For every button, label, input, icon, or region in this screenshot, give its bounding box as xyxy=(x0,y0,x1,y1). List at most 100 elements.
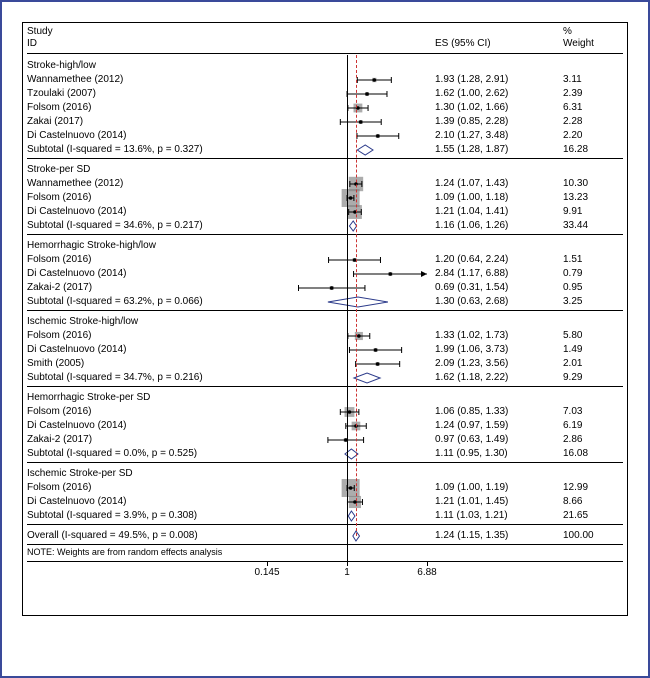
es-ci: 2.10 (1.27, 3.48) xyxy=(435,129,555,143)
subtotal-label: Subtotal (I-squared = 34.7%, p = 0.216) xyxy=(27,371,267,385)
tick xyxy=(427,561,428,566)
weight: 6.31 xyxy=(563,101,619,115)
es-ci: 1.62 (1.00, 2.62) xyxy=(435,87,555,101)
weight: 5.80 xyxy=(563,329,619,343)
group-title: Hemorrhagic Stroke-per SD xyxy=(23,391,627,405)
weight: 3.11 xyxy=(563,73,619,87)
overall-es: 1.24 (1.15, 1.35) xyxy=(435,529,555,543)
weight: 2.86 xyxy=(563,433,619,447)
group-title-text: Hemorrhagic Stroke-high/low xyxy=(27,239,267,253)
study-label: Di Castelnuovo (2014) xyxy=(27,205,267,219)
group-title-text: Hemorrhagic Stroke-per SD xyxy=(27,391,267,405)
es-ci: 1.21 (1.04, 1.41) xyxy=(435,205,555,219)
subtotal-wt: 33.44 xyxy=(563,219,619,233)
es-ci: 1.20 (0.64, 2.24) xyxy=(435,253,555,267)
es-ci: 0.97 (0.63, 1.49) xyxy=(435,433,555,447)
study-label: Wannamethee (2012) xyxy=(27,177,267,191)
es-ci: 1.99 (1.06, 3.73) xyxy=(435,343,555,357)
es-ci: 2.09 (1.23, 3.56) xyxy=(435,357,555,371)
es-ci: 2.84 (1.17, 6.88) xyxy=(435,267,555,281)
subtotal-es: 1.16 (1.06, 1.26) xyxy=(435,219,555,233)
study-marker xyxy=(267,73,439,87)
subtotal-es: 1.11 (1.03, 1.21) xyxy=(435,509,555,523)
es-ci: 1.24 (0.97, 1.59) xyxy=(435,419,555,433)
study-label: Folsom (2016) xyxy=(27,329,267,343)
hr-overall xyxy=(27,544,623,545)
es-ci: 1.09 (1.00, 1.18) xyxy=(435,191,555,205)
es-ci: 1.93 (1.28, 2.91) xyxy=(435,73,555,87)
study-marker xyxy=(267,419,439,433)
es-ci: 1.09 (1.00, 1.19) xyxy=(435,481,555,495)
forest-plot: { "layout": { "frame_w": 650, "frame_h":… xyxy=(0,0,650,678)
study-marker xyxy=(267,329,439,343)
subtotal-wt: 16.08 xyxy=(563,447,619,461)
group-title: Stroke-high/low xyxy=(23,59,627,73)
subtotal-wt: 16.28 xyxy=(563,143,619,157)
study-label: Zakai (2017) xyxy=(27,115,267,129)
weight: 10.30 xyxy=(563,177,619,191)
group-title: Ischemic Stroke-per SD xyxy=(23,467,627,481)
study-label: Folsom (2016) xyxy=(27,405,267,419)
weight: 2.28 xyxy=(563,115,619,129)
study-label: Zakai-2 (2017) xyxy=(27,281,267,295)
study-marker xyxy=(267,267,439,281)
study-marker xyxy=(267,115,439,129)
study-label: Tzoulaki (2007) xyxy=(27,87,267,101)
hdr-id: ID xyxy=(27,37,267,51)
subtotal-es: 1.55 (1.28, 1.87) xyxy=(435,143,555,157)
study-marker xyxy=(267,87,439,101)
hr-group xyxy=(27,386,623,387)
subtotal-label: Subtotal (I-squared = 34.6%, p = 0.217) xyxy=(27,219,267,233)
tick xyxy=(347,561,348,566)
hr-group xyxy=(27,234,623,235)
group-title-text: Stroke-per SD xyxy=(27,163,267,177)
group-title-text: Stroke-high/low xyxy=(27,59,267,73)
note-text: NOTE: Weights are from random effects an… xyxy=(27,547,222,613)
study-label: Folsom (2016) xyxy=(27,253,267,267)
study-label: Di Castelnuovo (2014) xyxy=(27,419,267,433)
study-marker xyxy=(267,129,439,143)
weight: 1.51 xyxy=(563,253,619,267)
group-title: Ischemic Stroke-high/low xyxy=(23,315,627,329)
subtotal-wt: 9.29 xyxy=(563,371,619,385)
subtotal-label: Subtotal (I-squared = 0.0%, p = 0.525) xyxy=(27,447,267,461)
group-title-text: Ischemic Stroke-per SD xyxy=(27,467,267,481)
subtotal-wt: 21.65 xyxy=(563,509,619,523)
hr-group xyxy=(27,310,623,311)
es-ci: 1.24 (1.07, 1.43) xyxy=(435,177,555,191)
study-label: Folsom (2016) xyxy=(27,101,267,115)
study-marker xyxy=(267,253,439,267)
study-marker xyxy=(267,177,439,191)
es-ci: 0.69 (0.31, 1.54) xyxy=(435,281,555,295)
study-label: Folsom (2016) xyxy=(27,481,267,495)
overall-wt: 100.00 xyxy=(563,529,619,543)
study-label: Folsom (2016) xyxy=(27,191,267,205)
study-label: Wannamethee (2012) xyxy=(27,73,267,87)
tick xyxy=(267,561,268,566)
subtotal-es: 1.62 (1.18, 2.22) xyxy=(435,371,555,385)
tick-label: 1 xyxy=(344,567,350,578)
weight: 2.20 xyxy=(563,129,619,143)
es-ci: 1.06 (0.85, 1.33) xyxy=(435,405,555,419)
subtotal-wt: 3.25 xyxy=(563,295,619,309)
weight: 1.49 xyxy=(563,343,619,357)
study-marker xyxy=(267,191,439,205)
weight: 0.79 xyxy=(563,267,619,281)
group-title-text: Ischemic Stroke-high/low xyxy=(27,315,267,329)
study-marker xyxy=(267,343,439,357)
overall-label: Overall (I-squared = 49.5%, p = 0.008) xyxy=(27,529,267,543)
es-ci: 1.39 (0.85, 2.28) xyxy=(435,115,555,129)
study-label: Smith (2005) xyxy=(27,357,267,371)
study-label: Di Castelnuovo (2014) xyxy=(27,495,267,509)
study-marker xyxy=(267,481,439,495)
study-marker xyxy=(267,101,439,115)
study-label: Di Castelnuovo (2014) xyxy=(27,267,267,281)
weight: 0.95 xyxy=(563,281,619,295)
es-ci: 1.30 (1.02, 1.66) xyxy=(435,101,555,115)
es-ci: 1.21 (1.01, 1.45) xyxy=(435,495,555,509)
weight: 2.01 xyxy=(563,357,619,371)
group-title: Hemorrhagic Stroke-high/low xyxy=(23,239,627,253)
hr-bottom xyxy=(27,561,623,562)
hr-top xyxy=(27,53,623,54)
group-title: Stroke-per SD xyxy=(23,163,627,177)
